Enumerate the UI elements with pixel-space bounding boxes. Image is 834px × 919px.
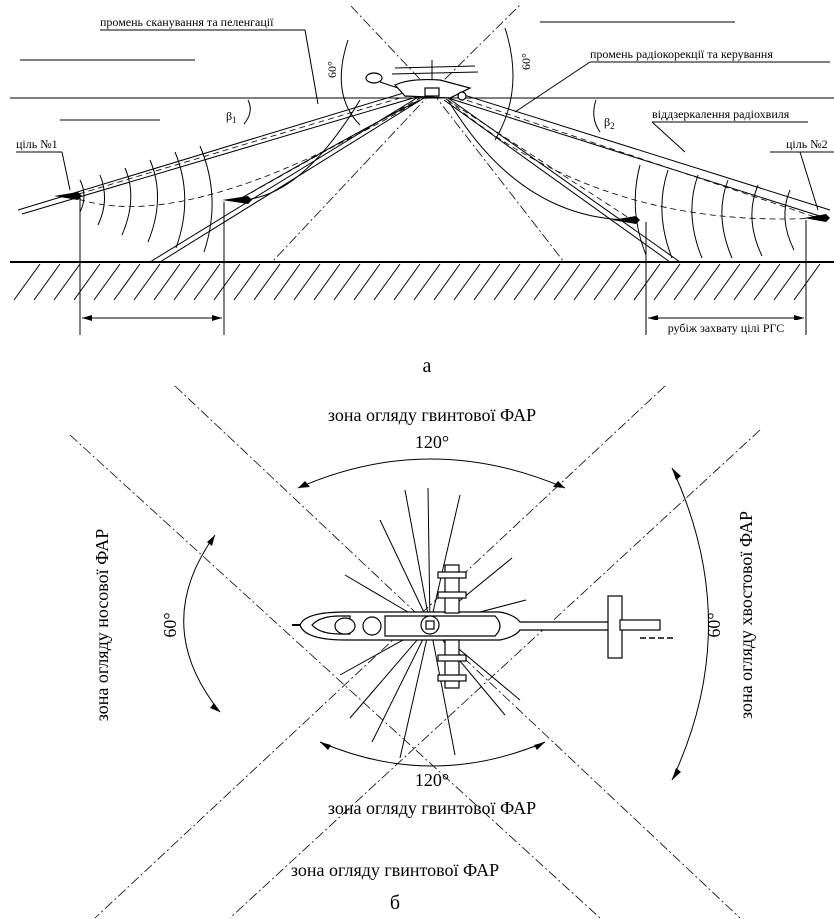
sector-diagonal-4 (229, 429, 761, 919)
helicopter-top (292, 564, 675, 689)
zone-tail-label: зона огляду хвостової ФАР (736, 511, 756, 719)
arc-right-arrow-top (672, 468, 681, 480)
angle-label-left: 60° (325, 61, 339, 78)
scan-beam-upper (17, 87, 421, 211)
reflected-beam-lower (447, 97, 827, 219)
reflected-wave-label: віддзеркалення радіохвиля (652, 107, 790, 121)
guidance-arc-left (237, 99, 421, 201)
missile-left (222, 196, 252, 204)
angle-bottom-label: 120° (415, 770, 449, 790)
sector-diagonal-2 (94, 385, 666, 919)
scan-beam-leader (304, 29, 319, 105)
target2-label: ціль №2 (786, 137, 828, 151)
arc-bottom-120 (319, 741, 546, 767)
zone-rotor-top-label: зона огляду гвинтової ФАР (328, 405, 536, 425)
trajectory-right (447, 99, 819, 220)
arc-right-60 (671, 467, 709, 781)
target1-leader (61, 151, 71, 191)
angle-right-label: 60° (704, 612, 724, 637)
reflected-wave-leader (651, 121, 686, 153)
reflected-beam-upper (447, 89, 831, 211)
dimension-right (648, 315, 804, 321)
wavefronts-left (79, 145, 213, 253)
missile-right (612, 216, 640, 224)
wavefronts-right (634, 164, 795, 259)
guidance-arc-right (447, 99, 633, 221)
dimension-left (82, 315, 222, 321)
arc-bottom-arrow-left (320, 742, 331, 750)
angle-top-label: 120° (415, 432, 449, 452)
angle-left-label: 60° (160, 612, 180, 637)
capture-line-label: рубіж захвату цілі РГС (668, 321, 785, 335)
zone-nose-label: зона огляду носової ФАР (92, 529, 112, 722)
arc-top-120 (297, 458, 566, 489)
beta1-label: β1 (226, 109, 237, 125)
trajectory-left (69, 99, 421, 207)
target1-label: ціль №1 (16, 137, 58, 151)
zone-rotor-footer-label: зона огляду гвинтової ФАР (291, 860, 499, 880)
arc-top-arrow-left (298, 481, 310, 488)
capture-line-box (648, 320, 804, 336)
arc-left-arrow-top (207, 535, 215, 546)
sector-line-left-lower (271, 91, 433, 263)
sector-line-right-lower (431, 91, 565, 263)
beta1-arc (243, 99, 251, 125)
scan-beam-label: промень сканування та пеленгації (100, 15, 274, 29)
arc-left-arrow-bottom (210, 703, 220, 712)
correction-beam-leader (514, 61, 591, 113)
top-view-diagram: зона огляду гвинтової ФАР 120° зона огля… (69, 385, 761, 919)
target-1 (54, 192, 82, 200)
zone-rotor-bottom-label: зона огляду гвинтової ФАР (328, 798, 536, 818)
sector-line-left-upper (349, 4, 433, 93)
angle-label-right: 60° (519, 53, 533, 70)
reflected-beam-axis (447, 93, 819, 219)
guidance-arc-left-2 (237, 99, 361, 201)
sector-diagonal-1 (174, 385, 741, 919)
arc-right-arrow-bottom (672, 768, 681, 780)
arc-bottom-arrow-right (534, 742, 545, 750)
angle-arc-right (494, 27, 514, 141)
correction-beam-right-b (443, 99, 671, 263)
side-view-diagram: 60° 60° (10, 4, 834, 377)
correction-beam-label: промень радіокорекції та керування (590, 47, 773, 61)
caption-b: б (390, 892, 400, 914)
arc-left-60 (183, 534, 221, 713)
helicopter-side (365, 60, 479, 101)
correction-beam-right-axis (445, 98, 633, 221)
target2-leader (799, 151, 819, 211)
scan-beam-lower (21, 95, 421, 215)
correction-beam-right-a (447, 97, 681, 263)
beta2-arc (593, 99, 601, 133)
angle-arc-left (340, 39, 361, 126)
sector-line-right-upper (431, 4, 521, 93)
sector-diagonal-3 (69, 434, 601, 919)
beta2-label: β2 (604, 115, 615, 131)
correction-beam-left-b (159, 97, 425, 263)
ground-hatching (13, 263, 821, 301)
scan-beam-axis (71, 91, 421, 197)
arc-top-arrow-right (553, 481, 565, 488)
target-2 (804, 214, 830, 222)
caption-a: а (423, 355, 432, 377)
